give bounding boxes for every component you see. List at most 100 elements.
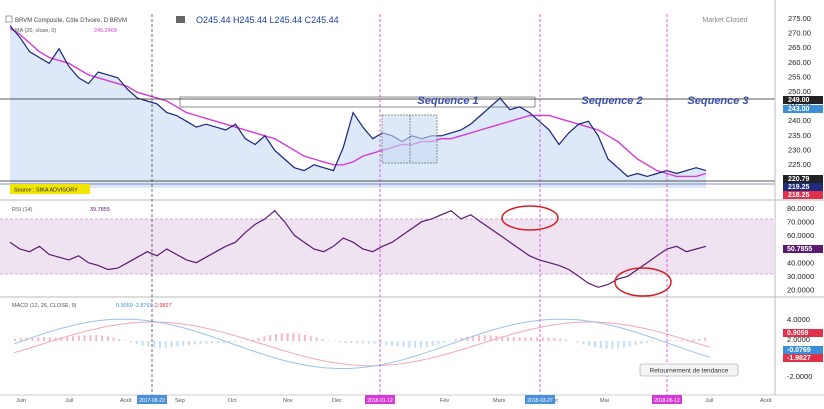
macd-histogram-bar <box>159 341 161 348</box>
price-tick-label: 225.00 <box>788 160 811 169</box>
macd-histogram-bar <box>536 337 538 341</box>
macd-histogram-bar <box>345 341 347 343</box>
macd-histogram-bar <box>437 341 439 345</box>
macd-histogram-bar <box>553 338 555 341</box>
macd-histogram-bar <box>640 341 642 344</box>
macd-histogram-bar <box>675 340 677 341</box>
macd-histogram-bar <box>292 333 294 341</box>
macd-histogram-bar <box>20 338 22 341</box>
time-label: Sep <box>175 398 185 404</box>
macd-histogram-bar <box>559 339 561 341</box>
macd-histogram-bar <box>200 341 202 344</box>
time-label: Fév <box>440 398 449 404</box>
macd-axis[interactable]: 4.00002.00000.0000-2.00000.9059-0.0769-1… <box>783 315 823 381</box>
macd-histogram-bar <box>188 341 190 345</box>
rsi-tick-label: 20.0000 <box>787 286 814 295</box>
macd-histogram-bar <box>153 341 155 348</box>
market-status: Market Closed <box>702 17 747 24</box>
macd-histogram-bar <box>623 341 625 348</box>
macd-histogram-bar <box>669 340 671 341</box>
macd-histogram-bar <box>542 337 544 341</box>
macd-histogram-bar <box>43 337 45 341</box>
macd-histogram-bar <box>368 341 370 344</box>
macd-histogram-bar <box>72 336 74 341</box>
macd-histogram-bar <box>37 337 39 341</box>
macd-value-3: -2.9827 <box>153 303 172 309</box>
macd-histogram-bar <box>414 341 416 348</box>
time-label: Juil <box>65 398 73 404</box>
macd-histogram-bar <box>205 341 207 344</box>
price-marker-label: 249.00 <box>788 97 810 104</box>
macd-histogram-bar <box>600 341 602 348</box>
macd-histogram-bar <box>310 336 312 341</box>
macd-histogram-bar <box>420 341 422 348</box>
macd-histogram-bar <box>565 340 567 341</box>
macd-histogram-bar <box>484 335 486 341</box>
macd-histogram-bar <box>321 339 323 341</box>
macd-histogram-bar <box>693 339 695 341</box>
date-tag-label: 2017-08-22 <box>139 398 165 404</box>
time-label: Oct <box>228 398 237 404</box>
macd-histogram-bar <box>14 339 16 341</box>
rsi-tick-label: 70.0000 <box>787 218 814 227</box>
macd-histogram-bar <box>356 341 358 343</box>
macd-histogram-bar <box>362 341 364 343</box>
macd-histogram-bar <box>113 337 115 341</box>
macd-histogram-bar <box>391 341 393 346</box>
sequence-3-label: Sequence 3 <box>687 95 748 107</box>
symbol-title: BRVM Composite, Côte D'Ivoire, D BRVM <box>15 18 127 24</box>
macd-histogram-bar <box>478 335 480 341</box>
macd-histogram-bar <box>95 335 97 341</box>
macd-histogram-bar <box>316 338 318 341</box>
macd-histogram-bar <box>130 341 132 342</box>
macd-histogram-bar <box>194 341 196 344</box>
rsi-label: RSI (14) <box>12 207 33 213</box>
sequence-1-box <box>382 115 437 163</box>
macd-histogram-bar <box>432 341 434 346</box>
sequence-2-label: Sequence 2 <box>581 95 642 107</box>
rsi-tick-label: 80.0000 <box>787 204 814 213</box>
rsi-marker-label: 50.7855 <box>787 246 812 253</box>
rsi-axis[interactable]: 80.000070.000060.000050.000040.000030.00… <box>783 204 823 295</box>
macd-histogram-bar <box>339 341 341 342</box>
price-tick-label: 240.00 <box>788 116 811 125</box>
macd-value-2: -2.8769 <box>134 303 153 309</box>
ma-value: 245.2469 <box>94 28 117 34</box>
callout-text: Retournement de tendance <box>650 368 729 375</box>
macd-histogram-bar <box>681 340 683 341</box>
macd-histogram-bar <box>530 337 532 341</box>
macd-histogram-bar <box>548 338 550 341</box>
macd-histogram-bar <box>304 335 306 341</box>
price-marker-label: 243.00 <box>788 106 810 113</box>
time-label: Mars <box>493 398 505 404</box>
macd-histogram-bar <box>333 341 335 342</box>
macd-value-1: 0.9059 <box>116 303 133 309</box>
price-marker-label: 220.79 <box>788 176 810 183</box>
macd-histogram-bar <box>455 339 457 341</box>
date-tag-label: 2018-01-12 <box>367 398 393 404</box>
rsi-tick-label: 40.0000 <box>787 258 814 267</box>
macd-histogram-bar <box>588 341 590 346</box>
plot-background <box>0 0 775 404</box>
macd-histogram-bar <box>217 341 219 343</box>
macd-histogram-bar <box>240 341 242 342</box>
sequence-1-label: Sequence 1 <box>417 95 478 107</box>
price-tick-label: 235.00 <box>788 131 811 140</box>
rsi-tick-label: 60.0000 <box>787 231 814 240</box>
ohlc-toggle-icon[interactable] <box>176 16 185 23</box>
macd-histogram-bar <box>594 341 596 347</box>
macd-histogram-bar <box>107 336 109 341</box>
macd-histogram-bar <box>118 339 120 341</box>
macd-histogram-bar <box>408 341 410 348</box>
macd-histogram-bar <box>519 337 521 341</box>
macd-histogram-bar <box>258 338 260 341</box>
rsi-band <box>0 219 775 274</box>
source-text: Source : SIKA ADVISORY <box>14 188 78 194</box>
price-tick-label: 255.00 <box>788 72 811 81</box>
macd-histogram-bar <box>78 336 80 341</box>
price-axis[interactable]: 275.00270.00265.00260.00255.00250.00245.… <box>783 14 823 199</box>
macd-histogram-bar <box>89 335 91 341</box>
macd-histogram-bar <box>176 341 178 347</box>
